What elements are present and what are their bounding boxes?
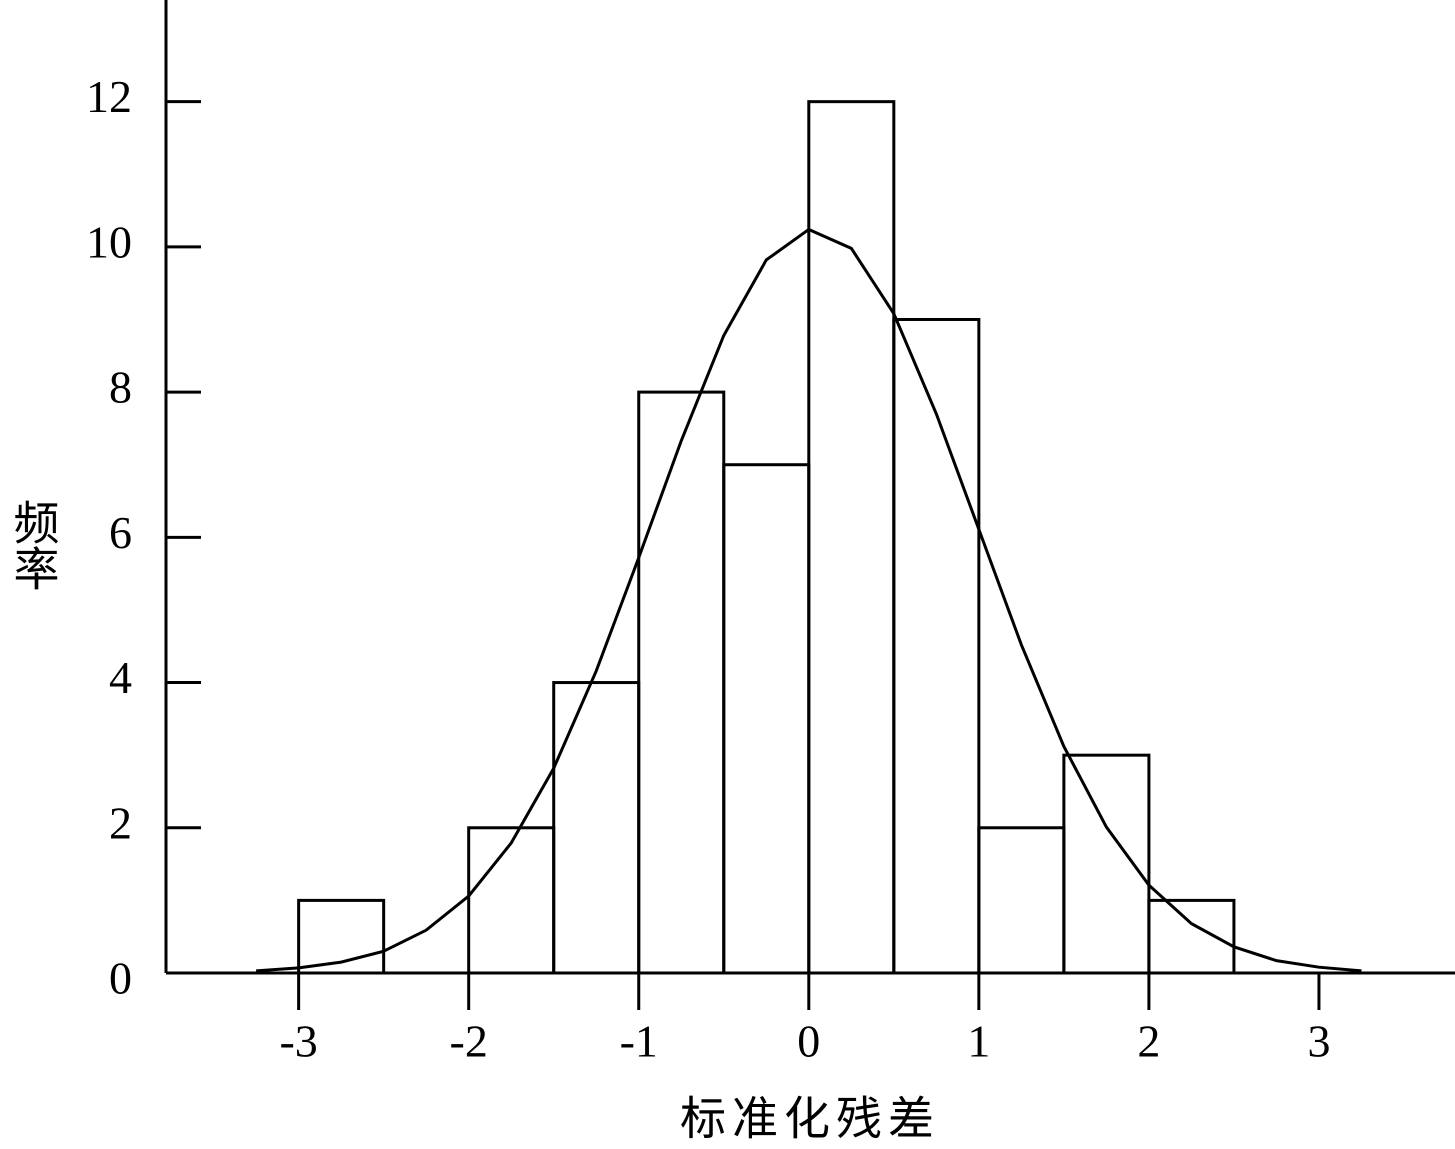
bar <box>467 826 556 975</box>
x-tick-label: 0 <box>797 1016 820 1067</box>
y-tick-label: 0 <box>109 953 132 1004</box>
y-axis-label: 频率 <box>7 499 58 591</box>
x-axis-label: 标准化残差 <box>680 1094 940 1145</box>
y-tick-label: 10 <box>86 216 132 267</box>
y-tick-label: 4 <box>109 652 132 703</box>
bar <box>552 681 641 975</box>
y-tick-label: 8 <box>109 362 132 413</box>
bar <box>1062 753 1151 975</box>
x-tick-label: -2 <box>450 1016 488 1067</box>
y-tick-label: 6 <box>109 507 132 558</box>
x-tick-label: 1 <box>967 1016 990 1067</box>
x-tick-label: 3 <box>1307 1016 1330 1067</box>
bar <box>1147 898 1236 975</box>
y-tick-label: 12 <box>86 71 132 122</box>
x-tick-label: -1 <box>620 1016 658 1067</box>
fit-curve <box>256 227 1362 973</box>
bar <box>807 100 896 975</box>
bar <box>637 390 726 975</box>
bar <box>977 826 1066 975</box>
bar <box>722 463 811 975</box>
y-tick-label: 2 <box>109 797 132 848</box>
x-tick-label: 2 <box>1137 1016 1160 1067</box>
x-tick-label: -3 <box>279 1016 317 1067</box>
